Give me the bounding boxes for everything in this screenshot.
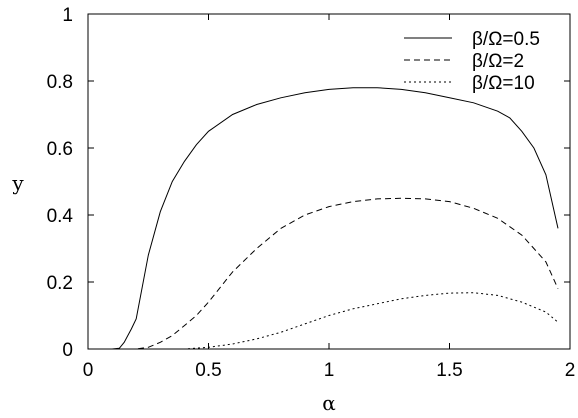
y-tick-label: 0: [62, 340, 73, 361]
series-line-solid: [88, 87, 559, 350]
y-tick-label: 0.4: [47, 206, 74, 227]
y-axis-title: y: [11, 171, 24, 195]
y-tick-label: 0.6: [47, 139, 73, 160]
x-tick-label: 0: [83, 360, 94, 381]
legend-label: β/Ω=2: [472, 51, 524, 72]
legend-label: β/Ω=0.5: [472, 29, 540, 50]
x-tick-label: 1: [324, 360, 335, 381]
x-axis-title: α: [322, 391, 336, 415]
y-tick-label: 0.8: [47, 72, 73, 93]
legend: β/Ω=0.5β/Ω=2β/Ω=10: [404, 29, 540, 94]
x-tick-label: 0.5: [195, 360, 221, 381]
axis-ticks: 0 0.5 1 1.5 2 0 0.2 0.4 0.6 0.8 1: [47, 5, 576, 381]
series-line-dotted: [88, 292, 559, 350]
y-tick-label: 0.2: [47, 273, 73, 294]
y-tick-label: 1: [62, 5, 73, 26]
series-layer: [88, 87, 559, 350]
x-tick-label: 1.5: [436, 360, 462, 381]
x-tick-label: 2: [565, 360, 576, 381]
series-line-dashed: [88, 197, 559, 350]
legend-label: β/Ω=10: [472, 73, 535, 94]
